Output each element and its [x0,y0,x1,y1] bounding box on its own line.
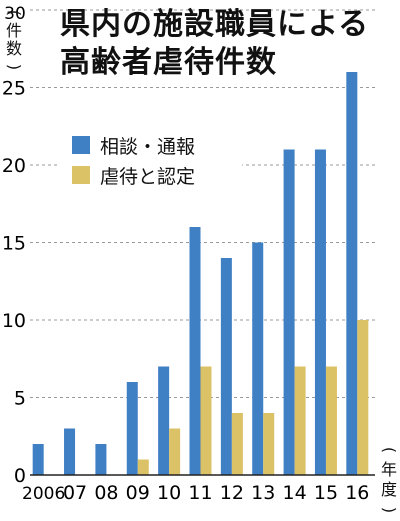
bar-confirmed [357,320,369,475]
bar-confirmed [294,366,306,475]
legend-label: 虐待と認定 [100,165,196,188]
bar-confirmed [169,428,181,475]
bar-confirmed [325,366,337,475]
y-tick-label: 25 [2,78,26,100]
bar-confirmed [137,459,149,475]
x-axis-unit-char: ( [380,446,399,454]
bar-confirmed [200,366,212,475]
x-tick-label: 2006 [22,484,65,504]
y-tick-label: 10 [2,310,26,332]
y-tick-labels: 0 5 10 15 20 25 30 [2,4,26,487]
legend-item-consultation: 相談・通報 [72,130,234,160]
x-axis-unit-char: 度 [380,480,397,499]
y-tick-label: 30 [4,4,26,24]
legend-label: 相談・通報 [100,135,196,158]
bar-consultation [158,366,170,475]
chart-title: 県内の施設職員による 高齢者虐待件数 [60,6,369,82]
bar-consultation [32,444,44,475]
bar-consultation [283,149,295,475]
x-tick-label: 07 [63,482,87,504]
bar-consultation [252,242,264,475]
y-tick-label: 15 [2,233,26,255]
x-axis-unit-char: 年 [380,460,397,479]
chart-title-line-1: 県内の施設職員による [60,7,370,42]
bar-consultation [220,258,232,475]
y-tick-label: 0 [14,465,26,487]
bar-consultation [346,72,358,475]
legend-swatch-blue [72,136,90,154]
legend-swatch-yellow [72,166,90,184]
x-tick-label: 13 [251,482,275,504]
x-axis-unit-label: ( 年 度 ) [378,440,400,520]
x-tick-label: 11 [188,482,212,504]
bar-consultation [314,149,326,475]
x-axis-unit-char: ) [380,506,399,514]
x-tick-label: 08 [94,482,118,504]
y-axis-unit-label: ( 件 数 ) [2,4,26,76]
x-tick-label: 10 [157,482,181,504]
bar-consultation [64,428,76,475]
bar-consultation [95,444,107,475]
y-axis-unit-char: 数 [5,39,22,58]
y-axis-unit-char: 件 [5,21,22,40]
legend-item-confirmed: 虐待と認定 [72,160,234,190]
x-tick-label: 14 [282,482,306,504]
bar-confirmed [231,413,243,475]
y-tick-label: 20 [2,155,26,177]
bar-confirmed [263,413,275,475]
bar-consultation [126,382,138,475]
x-tick-label: 15 [314,482,338,504]
y-axis-unit-char: ) [5,63,24,71]
x-tick-label: 12 [220,482,244,504]
y-tick-label: 5 [14,388,26,410]
bars [32,72,369,475]
bar-consultation [189,227,201,475]
legend: 相談・通報 虐待と認定 [60,122,242,198]
chart-title-line-2: 高齢者虐待件数 [60,45,277,80]
x-tick-label: 16 [345,482,369,504]
x-tick-label: 09 [126,482,150,504]
y-axis-unit-char: ( [5,9,24,17]
